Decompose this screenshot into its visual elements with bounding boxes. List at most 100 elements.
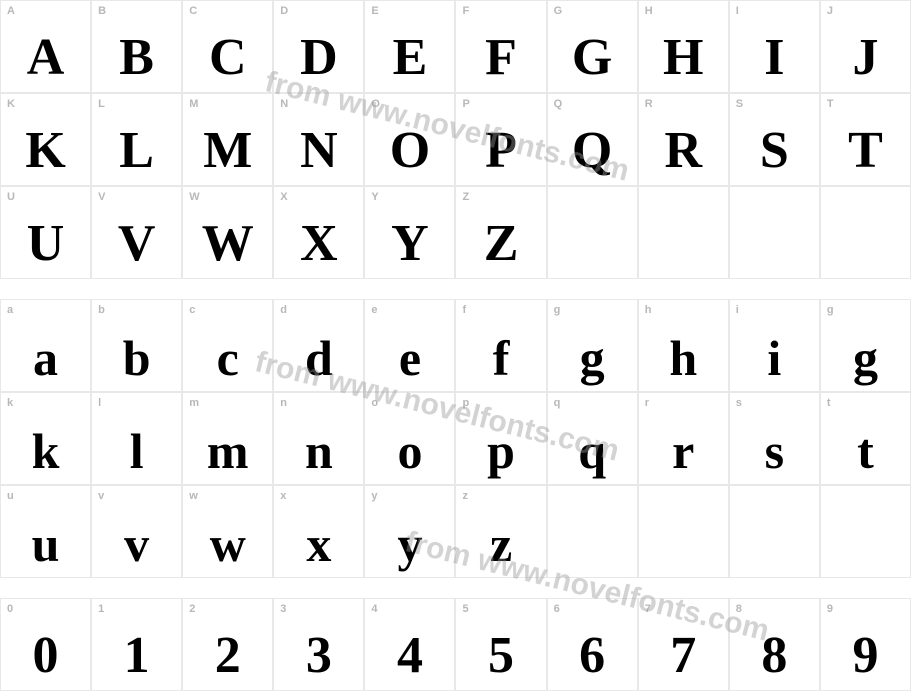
glyph-cell [820,186,911,279]
cell-label: i [736,304,739,316]
glyph-row: KKLLMMNNOOPPQQRRSSTT [0,93,911,186]
cell-label: a [7,304,13,316]
cell-label: o [371,397,378,409]
cell-label: f [462,304,466,316]
cell-label: N [280,98,288,110]
glyph-cell: EE [364,0,455,93]
glyph-cell [820,485,911,578]
glyph-cell: 44 [364,598,455,691]
glyph-cell: HH [638,0,729,93]
glyph-row: UUVVWWXXYYZZ [0,186,911,279]
glyph-character: e [365,333,454,383]
glyph-character: a [1,333,90,383]
cell-label: 0 [7,603,13,615]
glyph-cell [638,186,729,279]
glyph-cell: OO [364,93,455,186]
cell-label: O [371,98,380,110]
cell-label: D [280,5,288,17]
cell-label: U [7,191,15,203]
cell-label: Z [462,191,469,203]
cell-label: H [645,5,653,17]
glyph-row: aabbccddeeffgghhiigg [0,299,911,392]
glyph-character: s [730,426,819,476]
cell-label: K [7,98,15,110]
glyph-cell: BB [91,0,182,93]
glyph-cell: xx [273,485,364,578]
glyph-cell [547,186,638,279]
glyph-cell: CC [182,0,273,93]
glyph-character: E [365,32,454,84]
glyph-character: 2 [183,630,272,682]
glyph-character: 5 [456,630,545,682]
glyph-character: 7 [639,630,728,682]
glyph-cell: AA [0,0,91,93]
glyph-character: J [821,32,910,84]
glyph-character: r [639,426,728,476]
cell-label: I [736,5,739,17]
glyph-cell: bb [91,299,182,392]
glyph-cell: WW [182,186,273,279]
glyph-cell: ee [364,299,455,392]
cell-label: 5 [462,603,468,615]
cell-label: Y [371,191,378,203]
spacer-row [0,279,911,299]
glyph-cell: nn [273,392,364,485]
glyph-cell: JJ [820,0,911,93]
glyph-cell: FF [455,0,546,93]
glyph-cell [729,485,820,578]
glyph-character: 4 [365,630,454,682]
glyph-character: 9 [821,630,910,682]
glyph-character: o [365,426,454,476]
glyph-character: P [456,125,545,177]
glyph-cell: SS [729,93,820,186]
cell-label: W [189,191,199,203]
cell-label: G [554,5,563,17]
glyph-cell: kk [0,392,91,485]
cell-label: y [371,490,377,502]
glyph-character: l [92,426,181,476]
cell-label: S [736,98,743,110]
glyph-character: m [183,426,272,476]
glyph-cell: 66 [547,598,638,691]
glyph-character: g [548,333,637,383]
glyph-cell: 77 [638,598,729,691]
glyph-character: i [730,333,819,383]
glyph-cell: dd [273,299,364,392]
glyph-cell: PP [455,93,546,186]
glyph-cell: GG [547,0,638,93]
glyph-cell: ff [455,299,546,392]
glyph-character: C [183,32,272,84]
glyph-character: N [274,125,363,177]
cell-label: r [645,397,649,409]
cell-label: 4 [371,603,377,615]
cell-label: F [462,5,469,17]
glyph-character: 6 [548,630,637,682]
cell-label: E [371,5,378,17]
cell-label: m [189,397,199,409]
cell-label: Q [554,98,563,110]
glyph-character: D [274,32,363,84]
cell-label: T [827,98,834,110]
cell-label: c [189,304,195,316]
spacer-row [0,578,911,598]
glyph-cell: rr [638,392,729,485]
glyph-cell: mm [182,392,273,485]
glyph-character: 3 [274,630,363,682]
glyph-cell [729,186,820,279]
glyph-cell: qq [547,392,638,485]
glyph-character: t [821,426,910,476]
font-character-map: AABBCCDDEEFFGGHHIIJJKKLLMMNNOOPPQQRRSSTT… [0,0,911,691]
glyph-cell: yy [364,485,455,578]
cell-label: R [645,98,653,110]
cell-label: J [827,5,833,17]
glyph-character: Z [456,218,545,270]
glyph-cell [547,485,638,578]
glyph-character: x [274,519,363,569]
cell-label: h [645,304,652,316]
glyph-row: AABBCCDDEEFFGGHHIIJJ [0,0,911,93]
glyph-cell: KK [0,93,91,186]
glyph-character: y [365,519,454,569]
glyph-character: X [274,218,363,270]
glyph-cell: TT [820,93,911,186]
glyph-row: uuvvwwxxyyzz [0,485,911,578]
